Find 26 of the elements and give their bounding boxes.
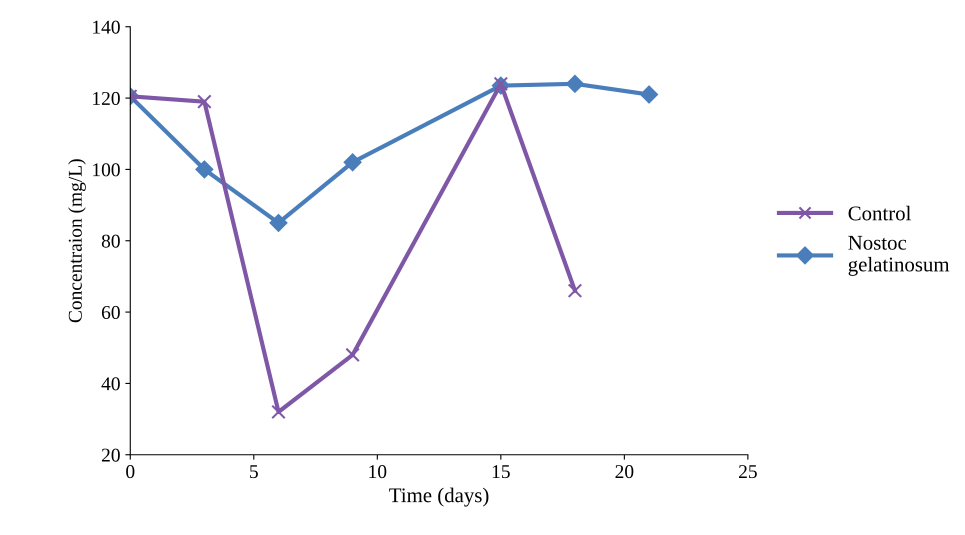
point [566,74,584,93]
point [270,214,288,232]
x-tick-label: 10 [369,465,386,478]
point [195,160,214,178]
x-tick-label: 15 [492,465,510,478]
y-tick-label: 20 [102,448,120,462]
legend-label: Control [848,206,911,220]
y-axis-title: Concentraion (mg/L) [68,159,86,322]
y-tick-label: 80 [102,234,120,248]
point [568,283,582,298]
point [197,94,212,109]
point [271,404,286,420]
y-tick-label: 140 [93,20,120,34]
point [640,86,658,104]
legend-label: Nostoc gelatinosum [848,236,950,276]
point [344,153,362,172]
y-tick-label: 40 [101,377,120,390]
x-tick-label: 0 [126,465,134,478]
y-tick-label: 60 [102,306,120,320]
x-tick-label: 25 [739,465,757,478]
x-tick-label: 5 [250,465,258,478]
y-tick-label: 120 [93,92,120,106]
point [345,348,360,362]
y-tick-label: 100 [93,163,120,176]
x-tick-label: 20 [615,465,634,478]
x-axis-title: Time (days) [389,488,488,507]
